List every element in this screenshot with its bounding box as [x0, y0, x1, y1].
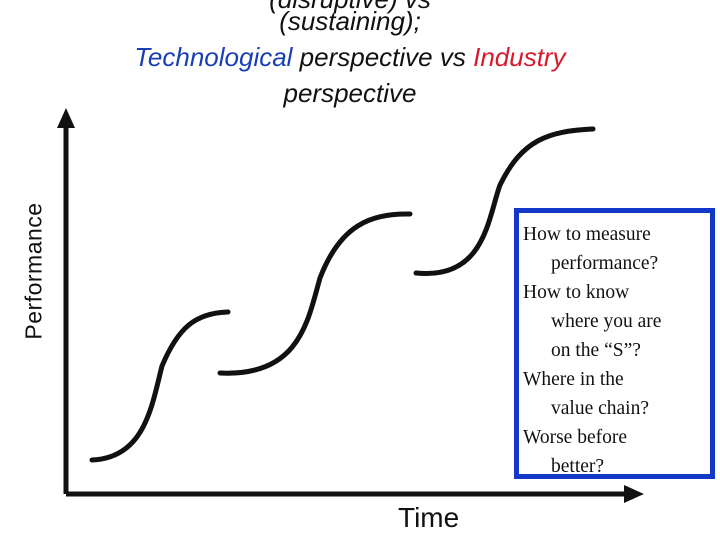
question-2-line-1: How to know [523, 282, 630, 303]
y-axis-label: Performance [20, 202, 47, 340]
title-line-disruptive: (disruptive) vs [0, 0, 700, 14]
question-box: How to measure performance? How to know … [514, 208, 715, 479]
s-curve-3 [413, 126, 596, 276]
question-1-line-1: How to measure [523, 224, 651, 245]
title-technological: Technological [134, 42, 293, 72]
x-axis-label: Time [398, 502, 460, 533]
title-industry: Industry [473, 42, 566, 72]
s-curve-1 [89, 309, 231, 463]
question-4-line-2: better? [551, 456, 605, 477]
question-4-line-1: Worse before [523, 427, 628, 448]
question-2-line-3: on the “S”? [551, 340, 641, 361]
title-line-perspective: perspective [283, 78, 417, 108]
title-line-perspectives: Technological perspective vs Industry [0, 42, 700, 72]
question-1-line-2: performance? [551, 253, 659, 274]
y-axis-arrow-icon [57, 108, 75, 128]
question-3-line-1: Where in the [523, 369, 624, 390]
x-axis-arrow-icon [624, 485, 644, 503]
question-2-line-2: where you are [551, 311, 662, 332]
s-curve-2 [217, 211, 413, 376]
title-line-sustaining: (sustaining); [279, 6, 421, 36]
title-perspective-vs: perspective vs [292, 42, 474, 72]
question-3-line-2: value chain? [551, 398, 649, 419]
